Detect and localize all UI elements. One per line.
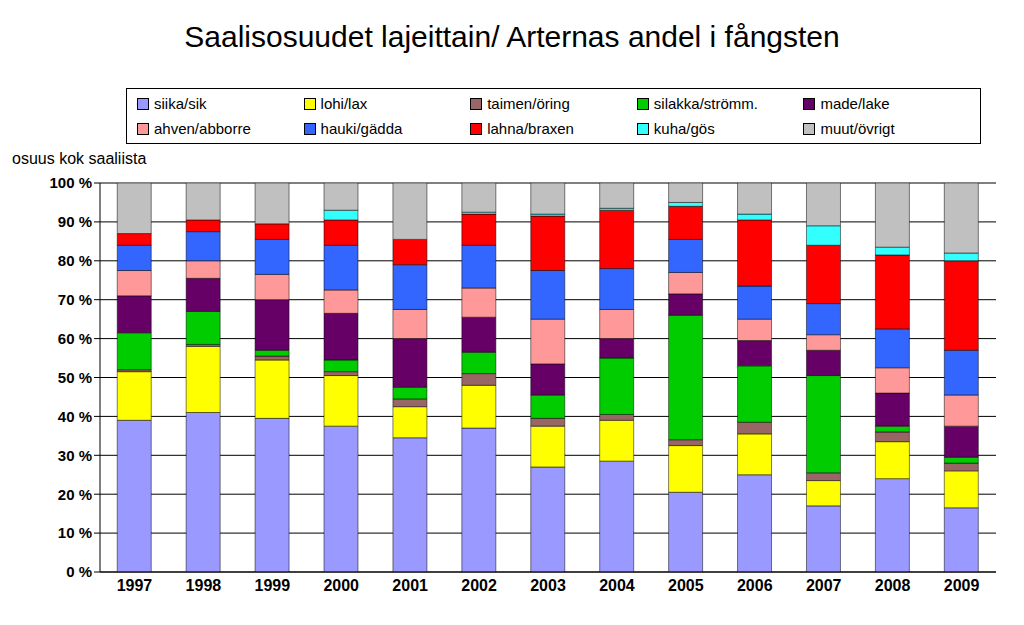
svg-text:100 %: 100 % [49,174,92,191]
html-text:siika/sik: siika/sik [154,95,207,112]
svg-text:0 %: 0 % [66,563,92,580]
svg-text:70 %: 70 % [58,291,92,308]
svg-text:2000: 2000 [323,577,359,594]
svg-text:2001: 2001 [392,577,428,594]
svg-text:80 %: 80 % [58,252,92,269]
html-text:muut/övrigt: muut/övrigt [820,120,895,137]
svg-text:2004: 2004 [599,577,635,594]
html-text:lohi/lax: lohi/lax [320,95,368,112]
svg-text:2008: 2008 [875,577,911,594]
html-text:kuha/gös: kuha/gös [653,120,715,137]
html-text:silakka/strömm.: silakka/strömm. [653,95,758,112]
svg-text:2009: 2009 [944,577,980,594]
html-text:ahven/abborre: ahven/abborre [154,120,251,137]
html-text:made/lake: made/lake [820,95,890,112]
svg-text:1998: 1998 [186,577,222,594]
svg-text:2003: 2003 [530,577,566,594]
svg-text:90 %: 90 % [58,213,92,230]
html-text:lahna/braxen: lahna/braxen [487,120,574,137]
svg-text:2006: 2006 [737,577,773,594]
html-text:hauki/gädda: hauki/gädda [320,120,403,137]
svg-text:1999: 1999 [255,577,291,594]
svg-text:60 %: 60 % [58,330,92,347]
svg-text:2007: 2007 [806,577,842,594]
html-text:osuus kok saaliista: osuus kok saaliista [12,150,147,167]
html-text:Saalisosuudet lajeittain/ Arte: Saalisosuudet lajeittain/ Arternas andel… [184,20,840,53]
html-text:taimen/öring: taimen/öring [487,95,570,112]
svg-text:30 %: 30 % [58,447,92,464]
svg-text:1997: 1997 [117,577,153,594]
svg-text:10 %: 10 % [58,524,92,541]
svg-text:50 %: 50 % [58,369,92,386]
svg-text:2002: 2002 [461,577,497,594]
svg-text:20 %: 20 % [58,486,92,503]
svg-text:2005: 2005 [668,577,704,594]
svg-text:40 %: 40 % [58,408,92,425]
